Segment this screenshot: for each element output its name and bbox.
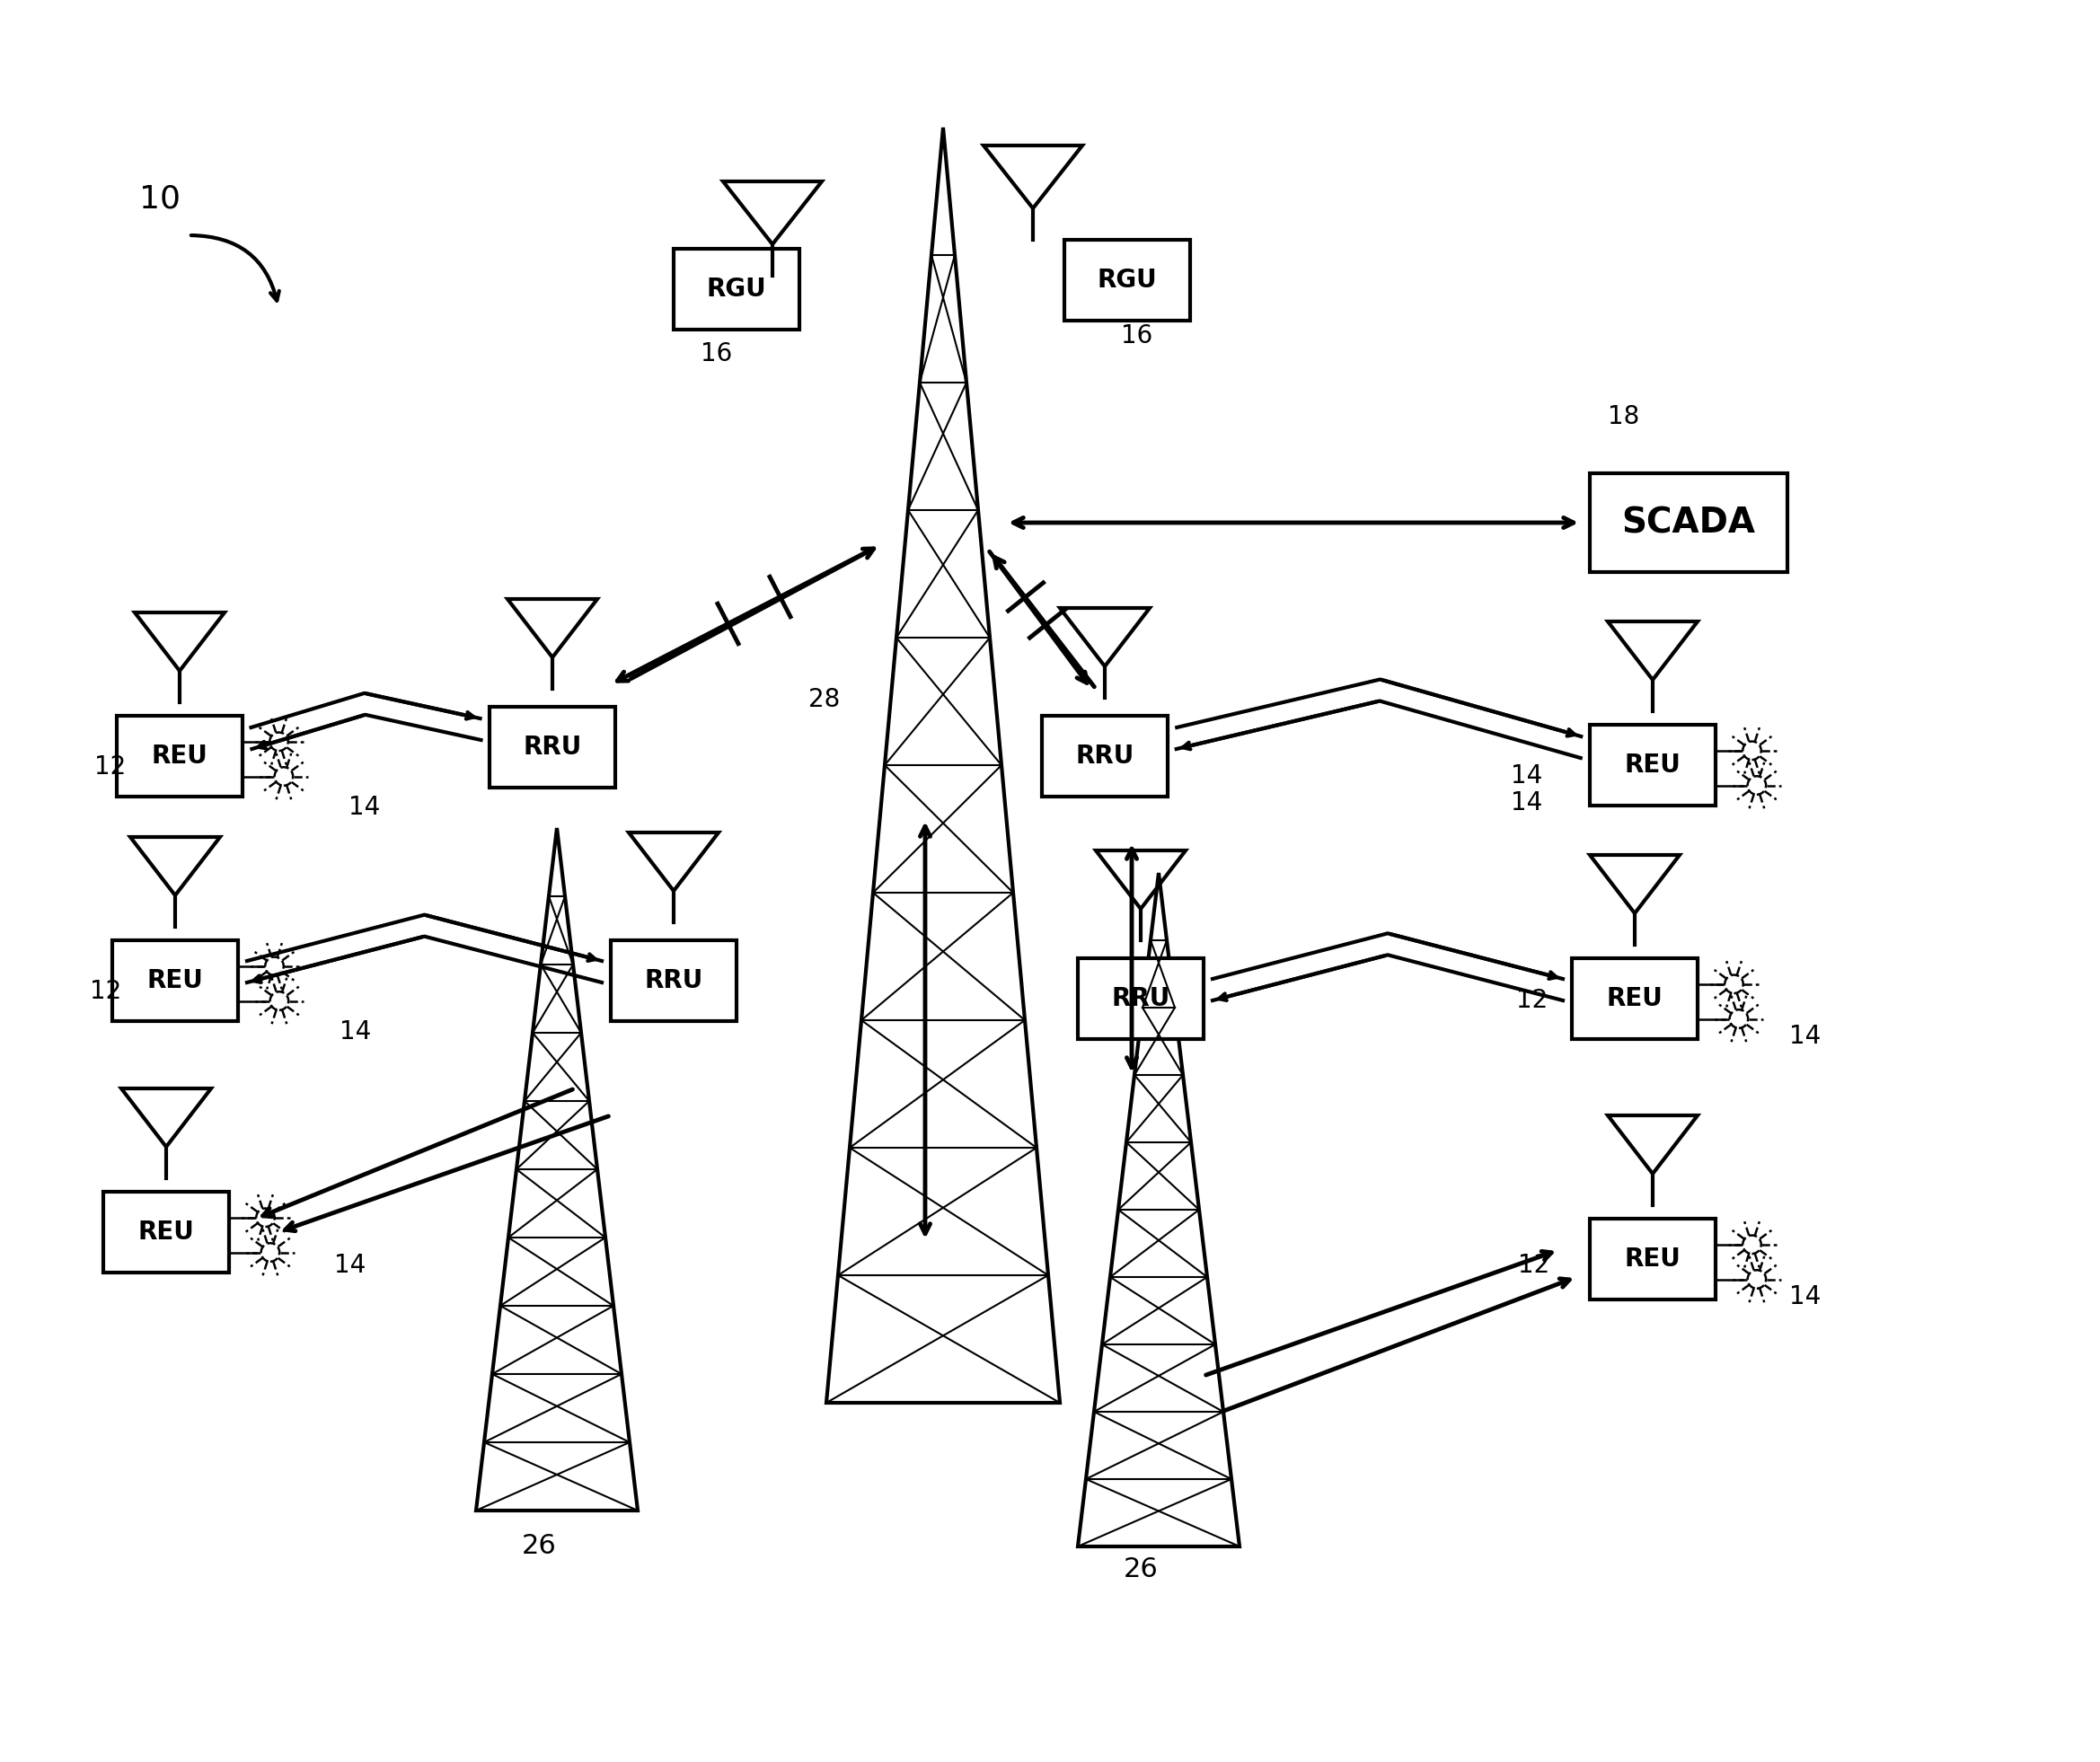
FancyBboxPatch shape	[1590, 1219, 1716, 1300]
FancyBboxPatch shape	[1590, 474, 1787, 573]
Text: 12: 12	[94, 754, 126, 779]
Text: 14: 14	[334, 1253, 365, 1277]
Text: RGU: RGU	[706, 277, 766, 301]
Text: REU: REU	[139, 1219, 195, 1244]
Text: 14: 14	[1510, 763, 1541, 789]
Text: RRU: RRU	[1111, 987, 1170, 1011]
Text: RRU: RRU	[645, 967, 704, 994]
FancyBboxPatch shape	[674, 248, 800, 329]
FancyBboxPatch shape	[1077, 959, 1203, 1040]
FancyBboxPatch shape	[489, 707, 615, 788]
FancyBboxPatch shape	[103, 1191, 229, 1272]
FancyBboxPatch shape	[1590, 724, 1716, 805]
Text: 16: 16	[1121, 322, 1153, 349]
Text: 16: 16	[701, 342, 733, 366]
Text: REU: REU	[1606, 987, 1663, 1011]
Text: RGU: RGU	[1098, 268, 1157, 292]
Text: 14: 14	[340, 1018, 372, 1045]
Text: 26: 26	[521, 1533, 556, 1559]
FancyBboxPatch shape	[118, 715, 242, 796]
Text: 12: 12	[90, 980, 122, 1004]
Text: 14: 14	[1789, 1284, 1821, 1309]
FancyBboxPatch shape	[1065, 240, 1191, 321]
Text: 26: 26	[1124, 1556, 1157, 1582]
Text: REU: REU	[147, 967, 204, 994]
Text: REU: REU	[1625, 752, 1680, 777]
Text: 28: 28	[808, 687, 840, 712]
Text: 18: 18	[1609, 403, 1640, 430]
Text: RRU: RRU	[523, 735, 582, 759]
Text: 12: 12	[1516, 988, 1548, 1013]
Text: REU: REU	[1625, 1246, 1680, 1272]
Text: REU: REU	[151, 744, 208, 768]
Text: 10: 10	[139, 183, 181, 215]
FancyBboxPatch shape	[1042, 715, 1168, 796]
Text: SCADA: SCADA	[1621, 506, 1756, 539]
Text: RRU: RRU	[1075, 744, 1134, 768]
Text: 14: 14	[1510, 791, 1541, 816]
FancyBboxPatch shape	[111, 941, 237, 1022]
FancyBboxPatch shape	[611, 941, 737, 1022]
Text: 12: 12	[1518, 1253, 1550, 1277]
Text: 14: 14	[349, 795, 380, 819]
FancyBboxPatch shape	[1573, 959, 1697, 1040]
Text: 14: 14	[1789, 1024, 1821, 1048]
